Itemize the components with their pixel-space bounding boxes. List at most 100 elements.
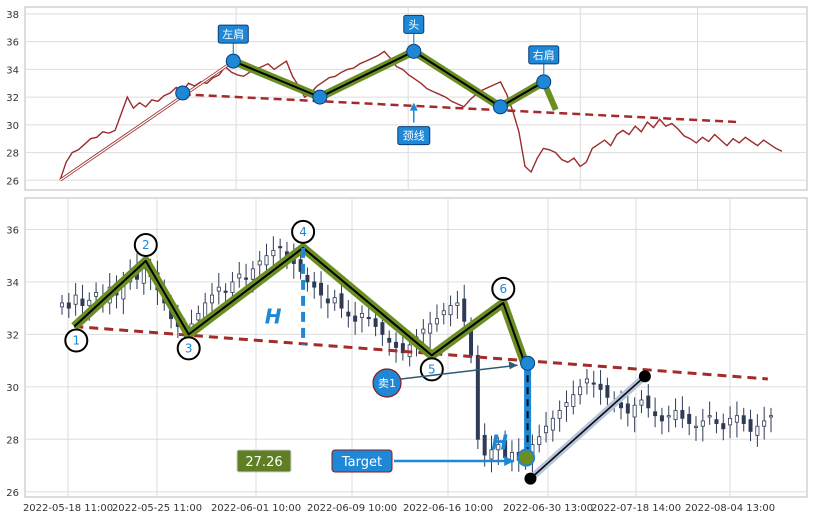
candle-body bbox=[653, 411, 658, 417]
candle-body bbox=[625, 403, 630, 414]
bottom-xtick-label: 2022-05-25 11:00 bbox=[112, 503, 202, 514]
candle-body bbox=[428, 323, 433, 334]
candle-body bbox=[584, 378, 589, 384]
candle-body bbox=[557, 410, 562, 419]
candle-body bbox=[87, 299, 92, 306]
candle-body bbox=[666, 415, 671, 418]
candle-body bbox=[209, 294, 214, 304]
pattern-number-label: 5 bbox=[428, 362, 436, 376]
candle-body bbox=[319, 282, 324, 296]
candle-body bbox=[434, 318, 439, 325]
bottom-xtick-label: 2022-06-30 13:00 bbox=[503, 503, 593, 514]
candle-body bbox=[66, 302, 71, 309]
top-ytick-label: 38 bbox=[6, 10, 19, 21]
bottom-xtick-label: 2022-06-01 10:00 bbox=[211, 503, 301, 514]
candle-body bbox=[325, 298, 330, 304]
bottom-neckline bbox=[74, 325, 768, 381]
height-label-left: H bbox=[265, 304, 282, 328]
candle-body bbox=[687, 413, 692, 424]
candle-body bbox=[734, 415, 739, 423]
candle-body bbox=[714, 419, 719, 424]
target-label-box bbox=[331, 449, 393, 473]
candle-body bbox=[216, 286, 221, 292]
candle-body bbox=[141, 268, 146, 284]
candle-body bbox=[441, 310, 446, 316]
candle-body bbox=[305, 274, 310, 283]
candle-body bbox=[387, 337, 392, 343]
candle-body bbox=[646, 395, 651, 409]
candle-body bbox=[700, 420, 705, 427]
candle-body bbox=[571, 394, 576, 407]
pattern-number-circle bbox=[133, 232, 158, 257]
candle-body bbox=[475, 354, 480, 440]
top-ytick-label: 28 bbox=[6, 149, 19, 160]
sell-arrowhead bbox=[508, 361, 518, 370]
sell-arrow bbox=[400, 364, 518, 380]
target-arrowhead bbox=[504, 456, 515, 466]
candle-body bbox=[578, 386, 583, 396]
candle-body bbox=[373, 318, 378, 327]
candle-body bbox=[707, 415, 712, 418]
top-ytick-label: 34 bbox=[6, 65, 19, 76]
candle-body bbox=[332, 297, 337, 304]
candle-body bbox=[673, 410, 678, 421]
bottom-xtick-label: 2022-06-16 10:00 bbox=[403, 503, 493, 514]
top-pattern-label-box bbox=[528, 45, 560, 65]
top-ytick-label: 26 bbox=[6, 176, 19, 187]
rebound-line bbox=[529, 375, 646, 480]
candle-body bbox=[537, 436, 542, 445]
pattern-number-label: 1 bbox=[72, 334, 80, 348]
candle-body bbox=[196, 313, 201, 321]
rebound-point-marker bbox=[638, 370, 651, 383]
candle-body bbox=[680, 410, 685, 419]
candle-body bbox=[769, 415, 774, 418]
bottom-xtick-label: 2022-08-04 13:00 bbox=[685, 503, 775, 514]
candle-body bbox=[448, 305, 453, 316]
candle-body bbox=[380, 322, 385, 335]
candle-body bbox=[748, 419, 753, 432]
top-ytick-label: 32 bbox=[6, 93, 19, 104]
pattern-number-label: 2 bbox=[142, 238, 150, 252]
target-point-marker bbox=[517, 448, 536, 467]
candle-body bbox=[244, 277, 249, 280]
top-arrow-inner bbox=[59, 63, 230, 181]
top-marker bbox=[225, 53, 241, 69]
top-marker bbox=[536, 74, 552, 90]
candle-body bbox=[237, 273, 242, 279]
candle-body bbox=[312, 281, 317, 288]
candle-body bbox=[60, 302, 65, 308]
pattern-number-circle bbox=[64, 328, 89, 353]
top-marker bbox=[175, 85, 191, 101]
bottom-ytick-label: 26 bbox=[6, 488, 19, 499]
bottom-xtick-label: 2022-07-18 14:00 bbox=[591, 503, 681, 514]
top-ytick-label: 30 bbox=[6, 121, 19, 132]
candle-body bbox=[366, 316, 371, 320]
candle-body bbox=[80, 298, 85, 306]
candle-body bbox=[721, 423, 726, 430]
bottom-ytick-label: 32 bbox=[6, 330, 19, 341]
top-pattern-label: 头 bbox=[408, 18, 419, 31]
candle-body bbox=[496, 444, 501, 451]
candle-body bbox=[400, 343, 405, 354]
target-label: Target bbox=[341, 455, 382, 470]
top-pattern-label: 左肩 bbox=[222, 27, 244, 41]
pattern-number-circle bbox=[491, 276, 516, 301]
candle-body bbox=[73, 294, 78, 305]
candle-body bbox=[564, 402, 569, 407]
candle-body bbox=[250, 268, 255, 280]
candle-body bbox=[741, 415, 746, 424]
top-marker bbox=[406, 43, 422, 59]
top-marker bbox=[312, 89, 328, 105]
top-marker bbox=[492, 99, 508, 115]
candle-body bbox=[394, 341, 399, 348]
top-neckline-arrowhead bbox=[409, 102, 418, 111]
candle-body bbox=[489, 449, 494, 460]
candle-body bbox=[264, 255, 269, 266]
candle-body bbox=[598, 383, 603, 390]
candle-body bbox=[271, 250, 276, 257]
target-value: 27.26 bbox=[245, 455, 282, 470]
top-neckline bbox=[182, 93, 739, 124]
top-ytick-label: 36 bbox=[6, 38, 19, 49]
candle-body bbox=[755, 425, 760, 436]
